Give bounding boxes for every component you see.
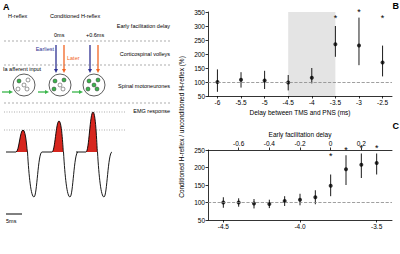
svg-text:-4.5: -4.5 bbox=[283, 99, 295, 106]
svg-text:200: 200 bbox=[194, 51, 205, 58]
svg-text:A: A bbox=[3, 2, 10, 12]
svg-text:-3.5: -3.5 bbox=[330, 99, 342, 106]
svg-text:200: 200 bbox=[194, 164, 205, 171]
svg-text:Early facilitation delay: Early facilitation delay bbox=[117, 23, 170, 29]
svg-text:0ms: 0ms bbox=[54, 32, 65, 38]
svg-text:EMG response: EMG response bbox=[133, 108, 170, 114]
svg-text:150: 150 bbox=[194, 182, 205, 189]
svg-text:50: 50 bbox=[198, 93, 206, 100]
svg-text:Earliest: Earliest bbox=[36, 46, 55, 52]
svg-text:Corticospinal volleys: Corticospinal volleys bbox=[120, 51, 170, 57]
svg-text:5ms: 5ms bbox=[6, 218, 17, 224]
svg-text:+0.6ms: +0.6ms bbox=[86, 32, 104, 38]
svg-text:-5: -5 bbox=[262, 99, 268, 106]
svg-text:*: * bbox=[329, 151, 333, 161]
svg-text:-4.5: -4.5 bbox=[218, 223, 230, 230]
svg-text:*: * bbox=[375, 143, 379, 153]
svg-text:-0.2: -0.2 bbox=[294, 140, 306, 147]
svg-text:-0.6: -0.6 bbox=[233, 140, 245, 147]
svg-text:*: * bbox=[334, 13, 338, 23]
svg-text:350: 350 bbox=[194, 9, 205, 16]
svg-text:Delay between TMS and PNS (ms): Delay between TMS and PNS (ms) bbox=[249, 109, 350, 117]
svg-text:Conditioned H-reflex: Conditioned H-reflex bbox=[50, 13, 100, 19]
svg-text:*: * bbox=[344, 145, 348, 155]
svg-text:-3: -3 bbox=[356, 99, 362, 106]
svg-text:Ia afferent input: Ia afferent input bbox=[3, 66, 42, 72]
svg-text:-2.5: -2.5 bbox=[377, 99, 389, 106]
svg-text:Later: Later bbox=[67, 55, 80, 61]
svg-text:Conditioned H-reflex / uncondi: Conditioned H-reflex / unconditioned H-r… bbox=[178, 56, 186, 198]
svg-text:250: 250 bbox=[194, 147, 205, 154]
svg-text:0.2: 0.2 bbox=[356, 140, 366, 147]
svg-text:100: 100 bbox=[194, 199, 205, 206]
svg-text:0: 0 bbox=[329, 140, 333, 147]
svg-text:100: 100 bbox=[194, 79, 205, 86]
svg-text:-4: -4 bbox=[309, 99, 315, 106]
svg-text:250: 250 bbox=[194, 37, 205, 44]
svg-text:-4.0: -4.0 bbox=[294, 223, 306, 230]
svg-text:Early facilitation delay: Early facilitation delay bbox=[269, 131, 333, 139]
svg-text:-3.5: -3.5 bbox=[371, 223, 383, 230]
svg-text:Spinal motoneurones: Spinal motoneurones bbox=[118, 83, 170, 89]
svg-text:*: * bbox=[357, 7, 361, 17]
svg-text:-6: -6 bbox=[215, 99, 221, 106]
svg-text:H-reflex: H-reflex bbox=[8, 13, 28, 19]
svg-text:50: 50 bbox=[198, 217, 206, 224]
svg-text:B: B bbox=[393, 1, 400, 11]
svg-text:300: 300 bbox=[194, 23, 205, 30]
svg-text:*: * bbox=[360, 143, 364, 153]
svg-text:*: * bbox=[381, 13, 385, 23]
svg-text:150: 150 bbox=[194, 65, 205, 72]
svg-text:-5.5: -5.5 bbox=[235, 99, 247, 106]
svg-text:C: C bbox=[393, 121, 400, 131]
svg-text:-0.4: -0.4 bbox=[264, 140, 276, 147]
